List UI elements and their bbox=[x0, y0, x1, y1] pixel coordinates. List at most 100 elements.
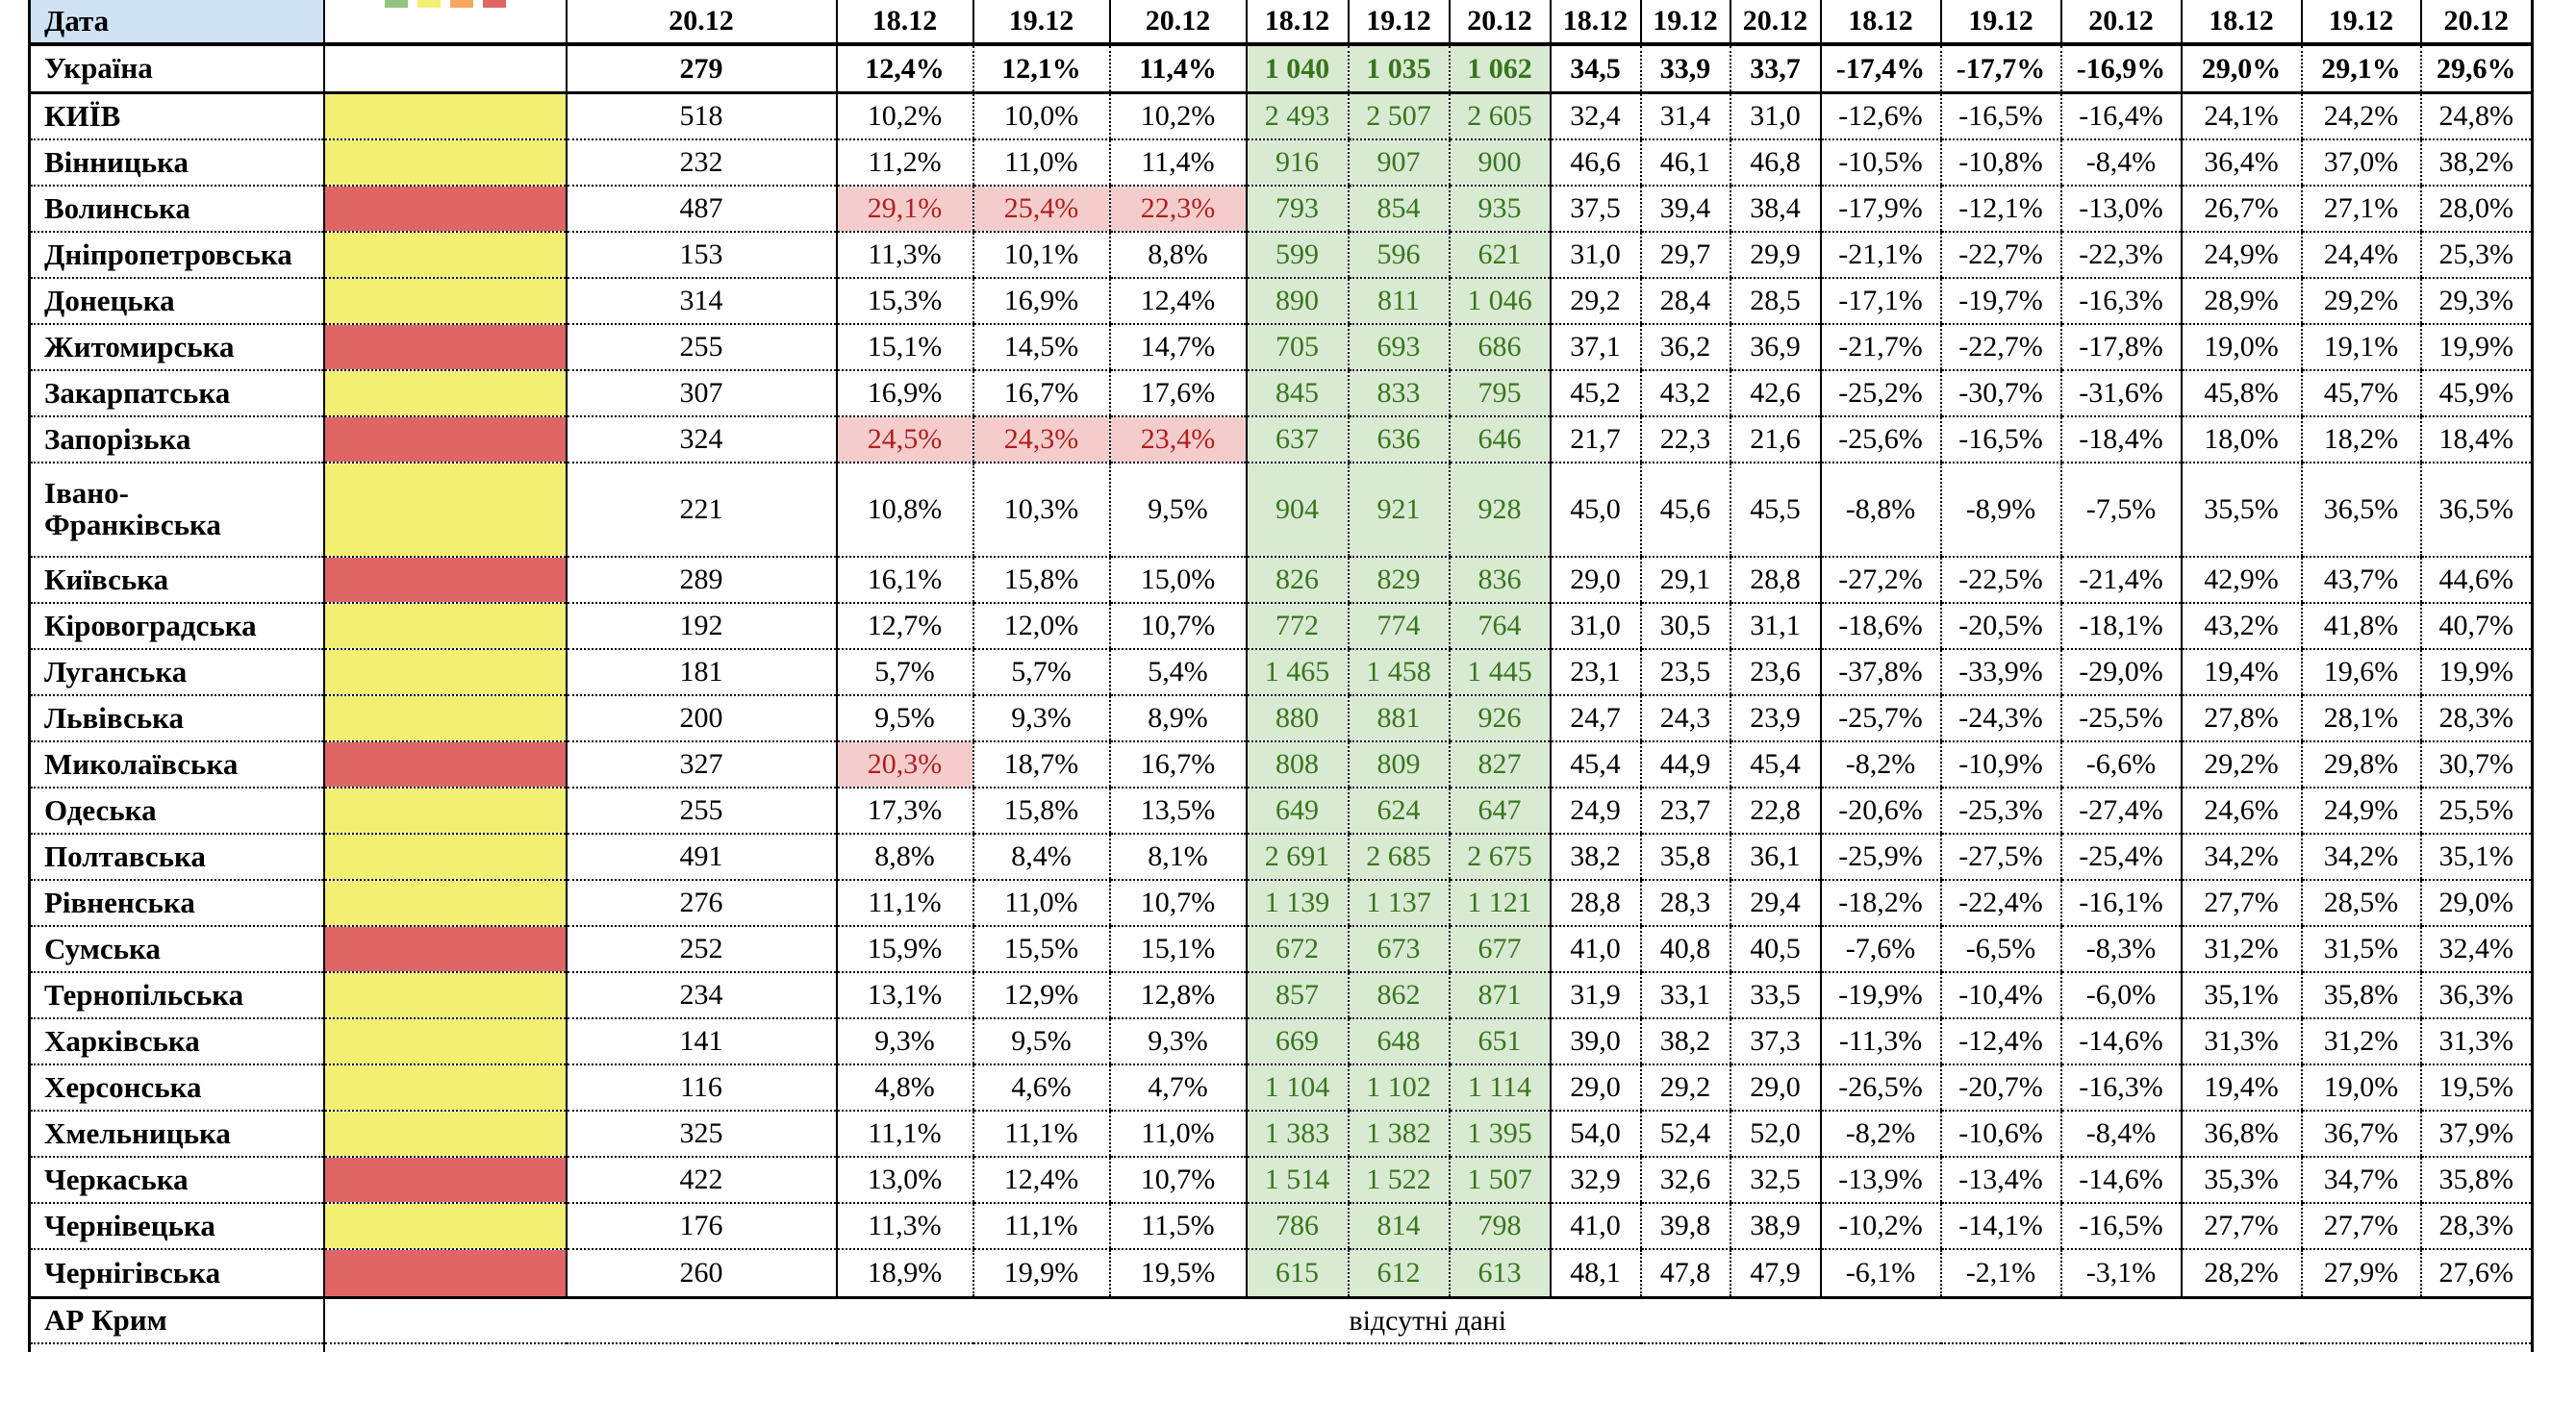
value-cell[interactable]: 17,6% bbox=[1108, 370, 1247, 417]
value-cell[interactable]: 12,4% bbox=[972, 1157, 1110, 1204]
value-cell[interactable]: 15,1% bbox=[1108, 926, 1247, 973]
value-cell[interactable]: -13,4% bbox=[1939, 1157, 2061, 1204]
region-name-cell[interactable]: Вінницька bbox=[29, 139, 324, 187]
value-cell[interactable]: 8,8% bbox=[1108, 232, 1247, 279]
value-cell[interactable]: 153 bbox=[565, 232, 837, 279]
value-cell[interactable]: 11,0% bbox=[972, 139, 1110, 187]
value-cell[interactable]: -22,7% bbox=[1939, 324, 2061, 371]
value-cell[interactable]: 11,5% bbox=[1108, 1203, 1247, 1250]
value-cell[interactable]: -2,1% bbox=[1939, 1249, 2061, 1299]
value-cell[interactable]: 35,5% bbox=[2180, 463, 2302, 558]
value-cell[interactable]: 926 bbox=[1448, 695, 1551, 742]
value-cell[interactable]: 1 514 bbox=[1245, 1157, 1349, 1204]
value-cell[interactable]: 45,9% bbox=[2419, 370, 2533, 417]
value-cell[interactable]: 45,5 bbox=[1729, 463, 1821, 558]
value-cell[interactable]: 19,5% bbox=[2419, 1064, 2533, 1112]
value-cell[interactable]: 34,2% bbox=[2180, 834, 2302, 881]
value-cell[interactable]: 24,9 bbox=[1549, 788, 1641, 835]
value-cell[interactable]: 252 bbox=[565, 926, 837, 973]
value-cell[interactable]: 19,6% bbox=[2300, 649, 2421, 696]
value-cell[interactable]: 808 bbox=[1245, 741, 1349, 789]
region-name-cell[interactable]: Запорізька bbox=[29, 416, 324, 463]
value-cell[interactable]: 116 bbox=[565, 1064, 837, 1112]
value-cell[interactable]: -18,6% bbox=[1819, 603, 1941, 650]
value-cell[interactable]: -8,8% bbox=[1819, 463, 1941, 558]
value-cell[interactable]: -20,6% bbox=[1819, 788, 1941, 835]
value-cell[interactable]: 636 bbox=[1347, 416, 1450, 463]
value-cell[interactable]: 11,3% bbox=[835, 232, 973, 279]
value-cell[interactable]: 772 bbox=[1245, 603, 1349, 650]
region-name-cell[interactable]: Україна bbox=[29, 44, 324, 94]
value-cell[interactable]: 5,7% bbox=[972, 649, 1110, 696]
value-cell[interactable]: -17,8% bbox=[2059, 324, 2182, 371]
value-cell[interactable]: 28,3% bbox=[2419, 1203, 2533, 1250]
value-cell[interactable]: -22,5% bbox=[1939, 557, 2061, 604]
value-cell[interactable]: 27,6% bbox=[2419, 1249, 2533, 1299]
value-cell[interactable]: 255 bbox=[565, 788, 837, 835]
region-name-cell[interactable]: Львівська bbox=[29, 695, 324, 742]
value-cell[interactable]: 32,6 bbox=[1639, 1157, 1730, 1204]
value-cell[interactable]: 4,8% bbox=[835, 1064, 973, 1112]
value-cell[interactable]: 43,7% bbox=[2300, 557, 2421, 604]
value-cell[interactable]: 46,1 bbox=[1639, 139, 1730, 187]
value-cell[interactable]: -16,5% bbox=[1939, 92, 2061, 140]
value-cell[interactable]: 8,1% bbox=[1108, 834, 1247, 881]
value-cell[interactable]: -6,1% bbox=[1819, 1249, 1941, 1299]
header-cell-8[interactable]: 20.12 bbox=[1448, 0, 1551, 46]
value-cell[interactable]: 857 bbox=[1245, 972, 1349, 1019]
value-cell[interactable]: 28,9% bbox=[2180, 278, 2302, 325]
value-cell[interactable]: 9,3% bbox=[835, 1018, 973, 1065]
value-cell[interactable]: 325 bbox=[565, 1111, 837, 1158]
value-cell[interactable]: 22,3% bbox=[1108, 186, 1247, 233]
region-name-cell[interactable]: Донецька bbox=[29, 278, 324, 325]
value-cell[interactable]: 39,4 bbox=[1639, 186, 1730, 233]
value-cell[interactable]: 809 bbox=[1347, 741, 1450, 789]
value-cell[interactable]: 24,9% bbox=[2300, 788, 2421, 835]
value-cell[interactable]: 28,8 bbox=[1549, 880, 1641, 927]
value-cell[interactable]: 599 bbox=[1245, 232, 1349, 279]
value-cell[interactable]: 24,7 bbox=[1549, 695, 1641, 742]
value-cell[interactable]: 18,4% bbox=[2419, 416, 2533, 463]
region-name-cell[interactable]: Закарпатська bbox=[29, 370, 324, 417]
value-cell[interactable]: 9,5% bbox=[835, 695, 973, 742]
value-cell[interactable]: 2 605 bbox=[1448, 92, 1551, 140]
value-cell[interactable]: 928 bbox=[1448, 463, 1551, 558]
value-cell[interactable]: 11,1% bbox=[972, 1203, 1110, 1250]
value-cell[interactable]: 11,4% bbox=[1108, 44, 1247, 94]
header-cell-6[interactable]: 18.12 bbox=[1245, 0, 1349, 46]
value-cell[interactable]: 27,8% bbox=[2180, 695, 2302, 742]
region-name-cell[interactable]: Житомирська bbox=[29, 324, 324, 371]
value-cell[interactable]: -10,2% bbox=[1819, 1203, 1941, 1250]
value-cell[interactable]: 29,8% bbox=[2300, 741, 2421, 789]
value-cell[interactable]: 30,7% bbox=[2419, 741, 2533, 789]
value-cell[interactable]: -10,5% bbox=[1819, 139, 1941, 187]
value-cell[interactable]: 36,9 bbox=[1729, 324, 1821, 371]
value-cell[interactable]: 1 139 bbox=[1245, 880, 1349, 927]
value-cell[interactable]: 677 bbox=[1448, 926, 1551, 973]
value-cell[interactable]: 12,4% bbox=[1108, 278, 1247, 325]
value-cell[interactable]: 31,2% bbox=[2180, 926, 2302, 973]
value-cell[interactable]: 23,7 bbox=[1639, 788, 1730, 835]
value-cell[interactable]: 1 522 bbox=[1347, 1157, 1450, 1204]
value-cell[interactable]: -18,4% bbox=[2059, 416, 2182, 463]
value-cell[interactable]: 1 465 bbox=[1245, 649, 1349, 696]
value-cell[interactable]: -8,9% bbox=[1939, 463, 2061, 558]
value-cell[interactable]: -33,9% bbox=[1939, 649, 2061, 696]
value-cell[interactable]: -19,9% bbox=[1819, 972, 1941, 1019]
value-cell[interactable]: -26,5% bbox=[1819, 1064, 1941, 1112]
header-cell-7[interactable]: 19.12 bbox=[1347, 0, 1450, 46]
value-cell[interactable]: -29,0% bbox=[2059, 649, 2182, 696]
value-cell[interactable]: -7,5% bbox=[2059, 463, 2182, 558]
value-cell[interactable]: -20,5% bbox=[1939, 603, 2061, 650]
value-cell[interactable]: -10,9% bbox=[1939, 741, 2061, 789]
value-cell[interactable]: -10,8% bbox=[1939, 139, 2061, 187]
value-cell[interactable]: -25,5% bbox=[2059, 695, 2182, 742]
value-cell[interactable]: 11,1% bbox=[835, 1111, 973, 1158]
value-cell[interactable]: 54,0 bbox=[1549, 1111, 1641, 1158]
value-cell[interactable]: 11,2% bbox=[835, 139, 973, 187]
value-cell[interactable]: -13,0% bbox=[2059, 186, 2182, 233]
value-cell[interactable]: 29,0 bbox=[1729, 1064, 1821, 1112]
value-cell[interactable]: 35,1% bbox=[2180, 972, 2302, 1019]
value-cell[interactable]: 36,1 bbox=[1729, 834, 1821, 881]
value-cell[interactable]: 260 bbox=[565, 1249, 837, 1299]
